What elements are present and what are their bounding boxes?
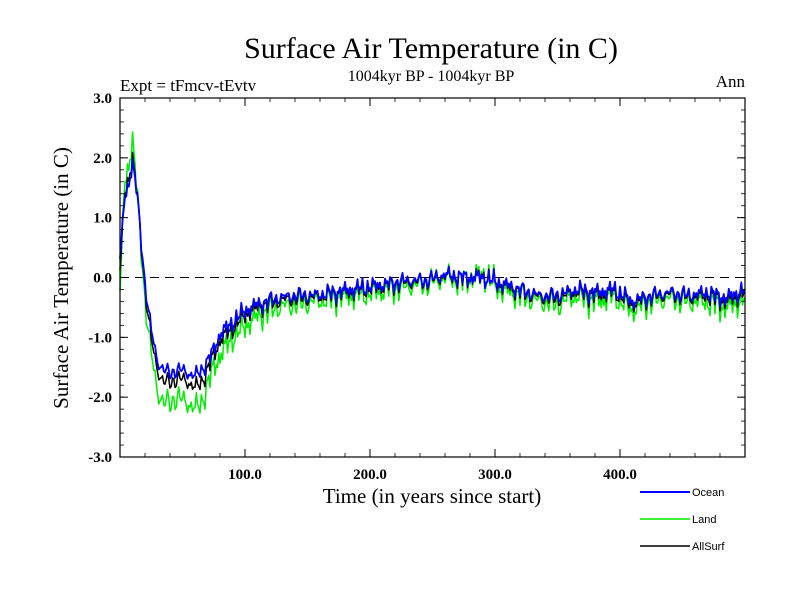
plot-area: -3.0 -2.0 -1.0 0.0 1.0 2.0 3.0 100.0 200.0 300.0 4… bbox=[88, 91, 746, 483]
legend-label-ocean: Ocean bbox=[692, 487, 724, 499]
legend-label-land: Land bbox=[692, 514, 716, 526]
y-tick-label: -3.0 bbox=[88, 450, 112, 466]
y-tick-label: 2.0 bbox=[93, 151, 112, 167]
series-layer bbox=[119, 131, 746, 414]
y-tick-label: 0.0 bbox=[93, 271, 112, 287]
chart-title: Surface Air Temperature (in C) bbox=[244, 32, 618, 65]
chart-subtitle: 1004kyr BP - 1004kyr BP bbox=[348, 68, 515, 85]
legend-label-allsurf: AllSurf bbox=[692, 541, 725, 553]
experiment-label: Expt = tFmcv-tEvtv bbox=[120, 76, 257, 95]
y-axis-label: Surface Air Temperature (in C) bbox=[49, 147, 73, 409]
x-tick-label: 200.0 bbox=[353, 467, 387, 483]
series-line-land bbox=[119, 131, 746, 414]
y-tick-label: -1.0 bbox=[88, 330, 112, 346]
legend: Ocean Land AllSurf bbox=[640, 487, 725, 553]
x-axis-label: Time (in years since start) bbox=[323, 484, 542, 508]
series-line-ocean bbox=[119, 158, 746, 380]
y-tick-label: 1.0 bbox=[93, 211, 112, 227]
annual-label: Ann bbox=[716, 72, 746, 91]
y-tick-label: -2.0 bbox=[88, 390, 112, 406]
y-tick-label: 3.0 bbox=[93, 91, 112, 107]
x-tick-label: 100.0 bbox=[228, 467, 262, 483]
x-tick-label: 300.0 bbox=[478, 467, 512, 483]
ticks-layer: -3.0 -2.0 -1.0 0.0 1.0 2.0 3.0 100.0 200.0 300.0 4… bbox=[88, 91, 745, 483]
series-line-allsurf bbox=[119, 151, 746, 391]
x-tick-label: 400.0 bbox=[603, 467, 637, 483]
